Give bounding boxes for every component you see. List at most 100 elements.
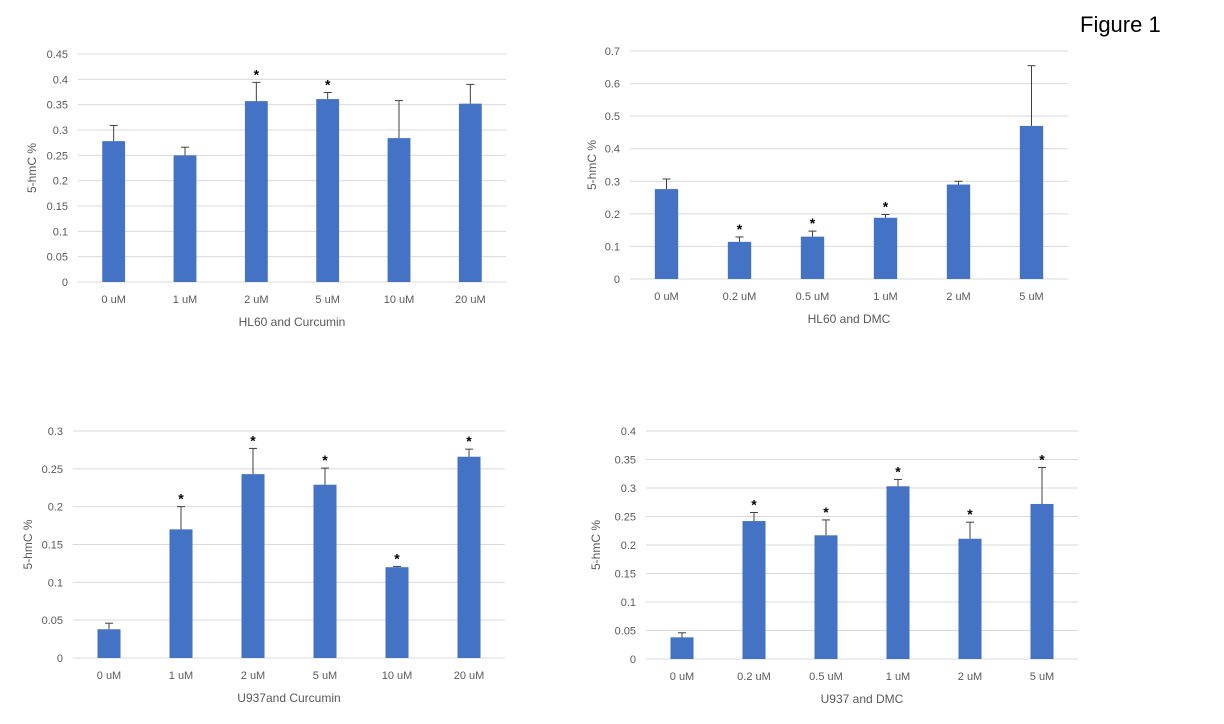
- significance-marker: *: [823, 504, 829, 520]
- bar: [169, 529, 193, 658]
- x-tick-label: 5 uM: [313, 670, 337, 682]
- y-tick-label: 0.45: [47, 49, 68, 61]
- x-tick-label: 2 uM: [244, 294, 268, 306]
- bar: [316, 99, 340, 282]
- y-tick-label: 0.05: [47, 252, 68, 264]
- y-tick-label: 0: [614, 274, 620, 286]
- x-tick-label: 0 uM: [654, 291, 678, 303]
- x-tick-label: 2 uM: [958, 671, 982, 683]
- y-tick-label: 0.1: [48, 577, 63, 589]
- bar: [385, 567, 409, 658]
- x-tick-label: 2 uM: [241, 670, 265, 682]
- x-tick-label: 20 uM: [455, 294, 486, 306]
- x-tick-label: 1 uM: [169, 670, 193, 682]
- y-axis-label: 5-hmC %: [585, 140, 599, 190]
- significance-marker: *: [737, 221, 743, 237]
- y-tick-label: 0.7: [605, 46, 620, 58]
- significance-marker: *: [895, 463, 901, 479]
- significance-marker: *: [325, 77, 331, 93]
- bar: [244, 101, 268, 282]
- x-tick-label: 0 uM: [670, 671, 694, 683]
- y-tick-label: 0.05: [42, 615, 63, 627]
- significance-marker: *: [1039, 451, 1045, 467]
- significance-marker: *: [394, 550, 400, 566]
- significance-marker: *: [810, 215, 816, 231]
- x-tick-label: 10 uM: [384, 294, 415, 306]
- bar: [886, 486, 910, 659]
- significance-marker: *: [967, 506, 973, 522]
- y-tick-label: 0.15: [42, 540, 63, 552]
- significance-marker: *: [250, 432, 256, 448]
- y-tick-label: 0.25: [47, 150, 68, 162]
- bar: [727, 241, 752, 279]
- y-tick-label: 0.3: [53, 125, 68, 137]
- y-tick-label: 0.25: [615, 512, 636, 524]
- bar: [958, 538, 982, 659]
- bar: [1030, 503, 1054, 659]
- bar: [173, 155, 197, 282]
- bar: [241, 474, 265, 658]
- x-tick-label: 5 uM: [1019, 291, 1043, 303]
- y-axis-label: 5-hmC %: [589, 520, 603, 570]
- x-tick-label: 2 uM: [946, 291, 970, 303]
- x-tick-label: 0 uM: [97, 670, 121, 682]
- y-tick-label: 0.05: [615, 626, 636, 638]
- y-tick-label: 0.35: [615, 455, 636, 467]
- y-tick-label: 0: [62, 277, 68, 289]
- y-tick-label: 0.3: [48, 426, 63, 438]
- significance-marker: *: [466, 433, 472, 449]
- x-tick-label: 1 uM: [173, 294, 197, 306]
- y-tick-label: 0.25: [42, 464, 63, 476]
- bar: [946, 184, 971, 279]
- bar: [387, 138, 411, 282]
- chart-hl60-dmc: 0 0.1 0.2 0.3 0.4 0.5 0.6 0.7 0 uM * 0.2 uM * 0.5 uM…: [585, 46, 1068, 326]
- x-axis-label: U937and Curcumin: [237, 691, 340, 705]
- x-tick-label: 20 uM: [454, 670, 485, 682]
- bar: [313, 484, 337, 658]
- significance-marker: *: [883, 199, 889, 215]
- y-axis-label: 5-hmC %: [21, 519, 35, 569]
- bar: [97, 629, 121, 658]
- bar: [742, 521, 766, 659]
- y-tick-label: 0.4: [53, 74, 68, 86]
- chart-u937-curcumin: 0 0.05 0.1 0.15 0.2 0.25 0.3 0 uM * 1 uM * 2 uM * 5 u…: [21, 426, 505, 705]
- x-tick-label: 0.2 uM: [737, 671, 771, 683]
- y-axis-label: 5-hmC %: [25, 143, 39, 193]
- x-tick-label: 1 uM: [873, 291, 897, 303]
- bar: [814, 535, 838, 659]
- chart-hl60-curcumin: 0 0.05 0.1 0.15 0.2 0.25 0.3 0.35 0.4 0.45 0 uM 1 u…: [25, 49, 506, 329]
- x-tick-label: 5 uM: [315, 294, 339, 306]
- y-tick-label: 0: [57, 653, 63, 665]
- x-tick-label: 5 uM: [1030, 671, 1054, 683]
- x-tick-label: 0 uM: [101, 294, 125, 306]
- y-tick-label: 0.4: [605, 144, 620, 156]
- y-tick-label: 0.3: [605, 176, 620, 188]
- y-tick-label: 0.1: [53, 226, 68, 238]
- y-tick-label: 0.2: [53, 176, 68, 188]
- bar: [1019, 125, 1044, 280]
- x-tick-label: 0.2 uM: [723, 291, 757, 303]
- bar: [457, 456, 481, 658]
- x-axis-label: HL60 and DMC: [808, 312, 891, 326]
- y-tick-label: 0.4: [621, 426, 636, 438]
- bar: [654, 189, 679, 279]
- y-tick-label: 0.15: [615, 569, 636, 581]
- y-tick-label: 0.3: [621, 483, 636, 495]
- x-axis-label: HL60 and Curcumin: [239, 315, 346, 329]
- y-tick-label: 0.1: [605, 241, 620, 253]
- x-tick-label: 0.5 uM: [809, 671, 843, 683]
- y-tick-label: 0.35: [47, 100, 68, 112]
- significance-marker: *: [751, 497, 757, 513]
- significance-marker: *: [322, 452, 328, 468]
- y-tick-label: 0.1: [621, 597, 636, 609]
- bar: [102, 141, 126, 282]
- x-tick-label: 10 uM: [382, 670, 413, 682]
- significance-marker: *: [254, 66, 260, 82]
- y-tick-label: 0: [630, 654, 636, 666]
- y-tick-label: 0.6: [605, 79, 620, 91]
- figure-title: Figure 1: [1080, 12, 1161, 37]
- bar: [873, 217, 898, 279]
- x-tick-label: 1 uM: [886, 671, 910, 683]
- x-tick-label: 0.5 uM: [796, 291, 830, 303]
- y-tick-label: 0.2: [621, 540, 636, 552]
